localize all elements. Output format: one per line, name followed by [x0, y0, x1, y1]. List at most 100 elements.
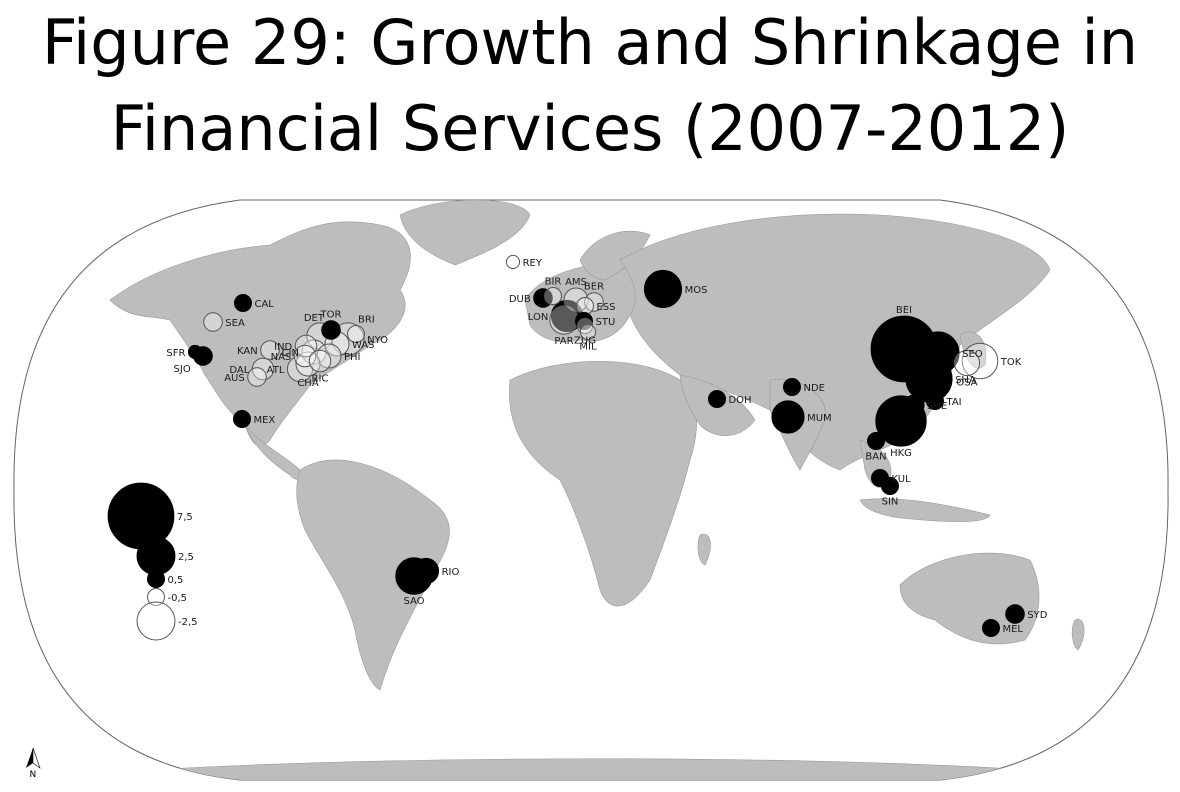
north-arrow-icon: N — [26, 747, 41, 780]
city-marker-sfr — [187, 344, 203, 360]
legend-label-3: -0,5 — [167, 593, 187, 604]
city-label-mel: MEL — [1002, 624, 1023, 635]
city-label-lon: LON — [528, 312, 549, 323]
city-label-tor: TOR — [320, 310, 342, 321]
city-marker-mil — [579, 323, 597, 341]
land-indonesia — [859, 498, 991, 523]
city-marker-nas — [293, 344, 317, 368]
legend: 7,5 2,5 0,5 -0,5 -2,5 — [107, 482, 198, 641]
land-greenland — [399, 200, 531, 266]
city-label-tai: TAI — [945, 397, 961, 408]
city-label-was: WAS — [352, 340, 375, 351]
land-africa — [509, 360, 697, 607]
city-marker-stu — [575, 312, 593, 330]
city-label-stu: STU — [595, 317, 615, 328]
city-label-par: PAR — [554, 336, 573, 347]
city-label-osa: OSA — [956, 378, 977, 389]
city-label-det: DET — [304, 313, 325, 324]
land-madagascar — [697, 533, 711, 566]
land-antarctica — [149, 758, 1031, 780]
city-marker-ind — [294, 334, 318, 358]
city-label-sea: SEA — [225, 318, 245, 329]
city-label-rey: REY — [523, 258, 543, 269]
city-marker-tok — [961, 342, 999, 380]
city-label-dub: DUB — [509, 294, 531, 305]
city-label-cin: CIN — [282, 348, 299, 359]
city-label-nyo: NYO — [367, 335, 388, 346]
city-marker-rio — [412, 557, 440, 585]
title-line-2: Financial Services (2007-2012) — [110, 92, 1070, 165]
land-new-zealand — [1071, 618, 1085, 651]
city-marker-syd — [1005, 604, 1025, 624]
city-marker-kan — [260, 340, 280, 360]
land-south-america — [296, 459, 450, 691]
city-label-sao: SAO — [403, 596, 424, 607]
city-label-sjo: SJO — [174, 364, 191, 375]
city-marker-sea — [203, 312, 223, 332]
city-marker-osa — [953, 349, 981, 377]
city-marker-tai — [926, 392, 944, 410]
city-label-atl: ATL — [267, 365, 285, 376]
city-marker-ric — [308, 349, 332, 373]
north-label: N — [30, 770, 37, 780]
city-marker-aus — [247, 367, 267, 387]
city-label-bei: BEI — [896, 305, 912, 316]
city-marker-mum — [771, 400, 805, 434]
city-label-nde: NDE — [803, 383, 825, 394]
city-marker-bri — [347, 325, 365, 343]
city-label-ess: ESS — [596, 302, 615, 313]
city-marker-mel — [982, 619, 1000, 637]
city-label-ric: RIC — [312, 374, 329, 385]
city-marker-seo — [916, 331, 960, 375]
city-marker-ams — [563, 287, 589, 313]
city-label-mos: MOS — [685, 285, 708, 296]
city-marker-ess — [576, 297, 594, 315]
city-marker-nde — [783, 378, 801, 396]
legend-marker-2 — [147, 570, 165, 588]
city-marker-rey — [505, 254, 521, 270]
city-marker-tor — [321, 320, 341, 340]
city-marker-doh — [708, 390, 726, 408]
city-label-ber: BER — [584, 282, 604, 293]
city-label-tok: TOK — [1000, 357, 1022, 368]
city-label-sfr: SFR — [166, 348, 185, 359]
legend-label-4: -2,5 — [178, 617, 198, 628]
city-label-cha: CHA — [297, 378, 319, 389]
city-label-sha: SHA — [955, 375, 976, 386]
city-label-bir: BIR — [545, 277, 562, 288]
land-north-america — [109, 221, 411, 447]
city-label-syd: SYD — [1027, 610, 1047, 621]
city-label-dal: DAL — [229, 365, 249, 376]
city-label-she: SHE — [927, 401, 947, 412]
legend-marker-3 — [147, 588, 165, 606]
city-markers — [187, 254, 1025, 637]
legend-label-2: 0,5 — [167, 575, 183, 586]
city-marker-ber — [584, 292, 604, 312]
city-label-zug: ZUG — [574, 336, 596, 347]
city-label-mil: MIL — [579, 342, 597, 353]
city-label-rio: RIO — [442, 567, 460, 578]
city-label-mum: MUM — [807, 413, 832, 424]
city-label-kan: KAN — [237, 346, 258, 357]
city-label-aus: AUS — [224, 373, 245, 384]
city-label-cal: CAL — [254, 299, 274, 310]
city-marker-she — [903, 394, 925, 416]
title-line-1: Figure 29: Growth and Shrinkage in — [41, 6, 1139, 79]
city-label-nas: NAS — [271, 352, 292, 363]
city-marker-bir — [544, 287, 562, 305]
city-label-sin: SIN — [882, 496, 899, 507]
city-label-phi: PHI — [344, 352, 361, 363]
city-label-mex: MEX — [253, 415, 275, 426]
legend-marker-4 — [136, 601, 176, 641]
figure-title: Figure 29: Growth and Shrinkage in Finan… — [0, 0, 1180, 172]
city-marker-ban — [867, 432, 885, 450]
city-label-bri: BRI — [358, 315, 375, 326]
city-marker-sin — [881, 477, 899, 495]
legend-marker-1 — [136, 536, 176, 576]
city-label-ams: AMS — [565, 277, 587, 288]
city-marker-mos — [643, 269, 683, 309]
city-label-ind: IND — [274, 342, 292, 353]
city-label-doh: DOH — [728, 395, 751, 406]
